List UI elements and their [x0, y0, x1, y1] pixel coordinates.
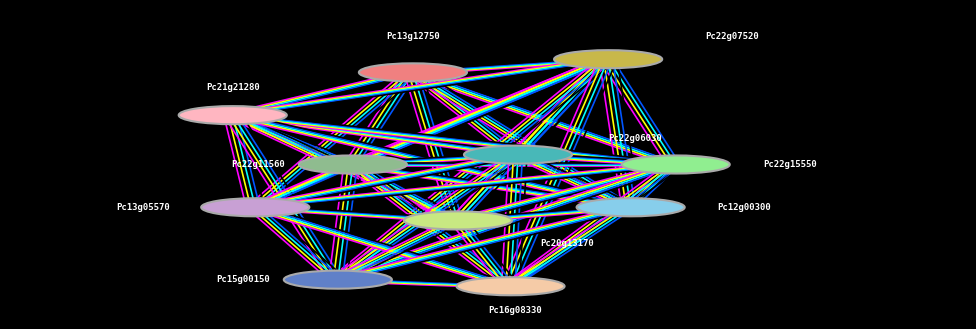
Text: Pc13g05570: Pc13g05570: [116, 203, 170, 212]
Ellipse shape: [622, 155, 730, 174]
Text: Pc22g07520: Pc22g07520: [706, 32, 759, 41]
Ellipse shape: [359, 63, 467, 82]
Text: Pc16g08330: Pc16g08330: [488, 306, 542, 315]
Text: Pc20g13170: Pc20g13170: [541, 239, 594, 247]
Ellipse shape: [179, 106, 287, 124]
Text: Pc21g21280: Pc21g21280: [206, 83, 260, 92]
Text: Pc13g12750: Pc13g12750: [386, 32, 440, 41]
Ellipse shape: [404, 211, 512, 230]
Ellipse shape: [577, 198, 685, 216]
Ellipse shape: [554, 50, 662, 68]
Ellipse shape: [201, 198, 309, 216]
Ellipse shape: [284, 270, 392, 289]
Text: Pc22g11560: Pc22g11560: [231, 160, 285, 169]
Ellipse shape: [457, 277, 564, 295]
Text: Pc12g00300: Pc12g00300: [717, 203, 771, 212]
Ellipse shape: [299, 155, 407, 174]
Ellipse shape: [464, 145, 572, 164]
Text: Pc22g06030: Pc22g06030: [608, 134, 662, 143]
Text: Pc15g00150: Pc15g00150: [217, 275, 270, 284]
Text: Pc22g15550: Pc22g15550: [763, 160, 817, 169]
